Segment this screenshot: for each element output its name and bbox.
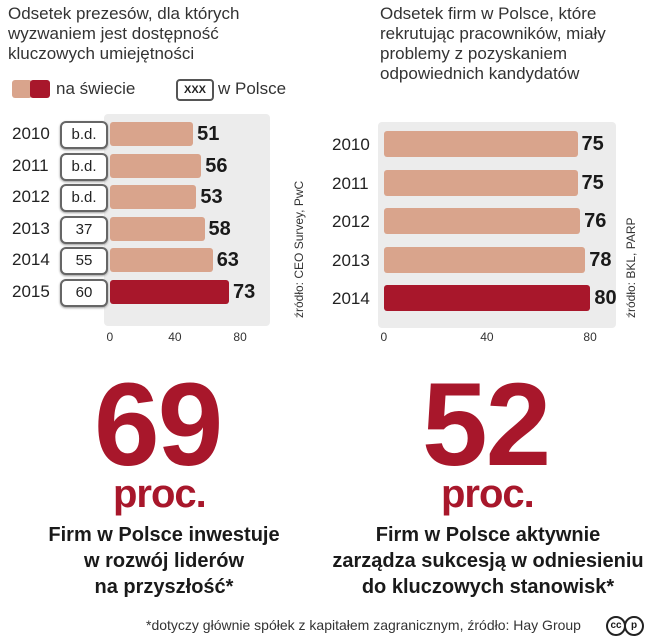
legend-poland-label: w Polsce (218, 79, 287, 98)
bar (384, 169, 578, 196)
copyright-p-icon: p (624, 616, 644, 636)
right-title-line: rekrutując pracowników, miały (380, 24, 606, 43)
legend-swatch-light (12, 80, 32, 98)
poland-value-box: 37 (60, 215, 108, 244)
stat-desc-line: Firm w Polsce inwestuje (48, 524, 280, 546)
year-label: 2011 (12, 155, 49, 175)
bar (384, 285, 591, 311)
stat-desc-left: Firm w Polsce inwestuje w rozwój liderów… (14, 522, 314, 600)
right-source: źródło: BKL, PARP (624, 217, 638, 319)
year-label: 2012 (12, 187, 50, 206)
year-label: 2013 (12, 218, 50, 238)
stat-desc-line: na przyszłość* (94, 576, 234, 598)
bar (384, 208, 581, 234)
poland-value-box: b.d. (60, 152, 108, 181)
x-tick-label: 0 (106, 330, 114, 344)
x-tick-label: 40 (480, 330, 494, 344)
left-title-line: kluczowych umiejętności (8, 44, 195, 63)
left-chart-title: Odsetek prezesów, dla których wyzwaniem … (8, 4, 308, 64)
stat-desc-right: Firm w Polsce aktywnie zarządza sukcesją… (330, 522, 646, 600)
stat-desc-line: do kluczowych stanowisk* (361, 576, 615, 598)
bar (110, 122, 194, 146)
left-title-line: Odsetek prezesów, dla których (8, 4, 240, 23)
bar (110, 185, 197, 209)
year-label: 2010 (12, 124, 50, 143)
bar-value-label: 58 (208, 217, 231, 240)
bar (110, 248, 213, 272)
stat-number-left: 69 (94, 359, 223, 491)
year-label: 2010 (332, 135, 370, 154)
stat-number-right: 52 (422, 359, 551, 491)
year-label: 2015 (12, 281, 50, 301)
bar-value-label: 80 (594, 287, 617, 309)
bar (110, 279, 229, 304)
bar-value-label: 56 (205, 154, 228, 177)
year-label: 2013 (332, 250, 370, 270)
stat-desc-line: w rozwój liderów (83, 550, 244, 572)
x-tick-label: 40 (168, 330, 182, 344)
left-title-line: wyzwaniem jest dostępność (8, 24, 219, 43)
year-label: 2012 (332, 212, 370, 231)
footnote: *dotyczy głównie spółek z kapitałem zagr… (146, 617, 581, 633)
left-source: źródło: CEO Survey, PwC (292, 180, 306, 318)
bar-value-label: 76 (584, 210, 607, 232)
year-label: 2011 (332, 173, 369, 193)
bar-value-label: 51 (197, 123, 220, 145)
poland-value-box: 55 (60, 247, 108, 275)
creative-commons-icon: cc (606, 616, 626, 636)
bar-value-label: 75 (581, 171, 604, 194)
x-tick-label: 0 (380, 330, 388, 344)
poland-value-box: b.d. (60, 121, 108, 149)
bar-value-label: 75 (581, 133, 604, 155)
bar (384, 246, 586, 273)
poland-value-box: 60 (60, 278, 108, 307)
right-title-line: Odsetek firm w Polsce, które (380, 4, 597, 23)
x-tick-label: 80 (233, 330, 247, 344)
bar (384, 131, 578, 157)
legend-poland-box: XXX (176, 79, 214, 101)
right-title-line: odpowiednich kandydatów (380, 64, 580, 83)
stat-desc-line: zarządza sukcesją w odniesieniu (332, 550, 644, 572)
bar-value-label: 78 (589, 248, 612, 271)
stat-desc-line: Firm w Polsce aktywnie (375, 524, 601, 546)
bar (110, 216, 205, 241)
legend-world-label: na świecie (56, 79, 136, 98)
stat-unit-left: proc. (113, 472, 207, 516)
stat-unit-right: proc. (441, 472, 535, 516)
legend-swatch-dark (30, 80, 50, 98)
year-label: 2014 (332, 289, 370, 308)
x-tick-label: 80 (583, 330, 597, 344)
bar-value-label: 73 (232, 280, 256, 303)
poland-value-box: b.d. (60, 184, 108, 212)
bar-value-label: 63 (216, 249, 239, 271)
bar (110, 153, 202, 178)
year-label: 2014 (12, 250, 50, 269)
right-title-line: problemy z pozyskaniem (380, 44, 568, 63)
bar-value-label: 53 (200, 186, 223, 208)
right-chart-title: Odsetek firm w Polsce, które rekrutując … (380, 4, 640, 84)
